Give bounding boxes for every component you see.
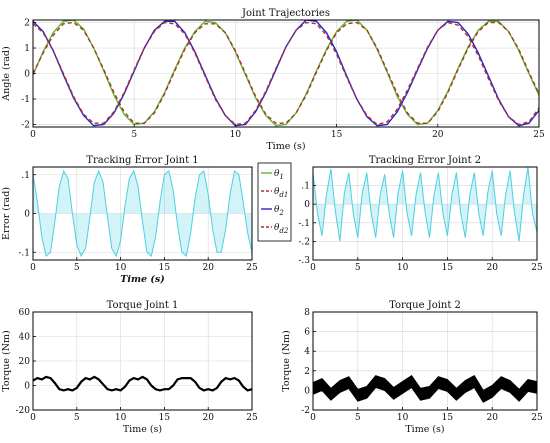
x-tick-label: 10 xyxy=(115,413,127,423)
y-tick-label: 20 xyxy=(19,357,31,367)
y-tick-label: 0 xyxy=(24,210,30,220)
y-axis-label: Angle (rad) xyxy=(1,46,12,101)
x-tick-label: 0 xyxy=(310,263,316,273)
x-axis-label: Time (s) xyxy=(120,274,164,285)
y-tick-label: .1 xyxy=(21,171,30,181)
x-tick-label: 25 xyxy=(531,413,543,423)
y-tick-label: .1 xyxy=(301,182,310,192)
x-tick-label: 10 xyxy=(397,413,409,423)
x-axis-label: Time (s) xyxy=(266,141,305,152)
series-line-1 xyxy=(33,21,539,124)
x-tick-label: 0 xyxy=(30,263,36,273)
chart-title: Tracking Error Joint 2 xyxy=(369,155,481,166)
series-line xyxy=(313,167,537,242)
y-tick-label: 0 xyxy=(304,386,310,396)
y-axis-label: Error (rad) xyxy=(1,187,12,240)
x-tick-label: 0 xyxy=(30,413,36,423)
y-axis-label: Torque (Nm) xyxy=(1,330,12,391)
y-tick-label: -2 xyxy=(301,406,310,416)
legend-label: θ1 xyxy=(274,169,284,181)
series-line-3 xyxy=(33,21,539,126)
y-tick-label: -.3 xyxy=(298,256,310,266)
y-tick-label: 8 xyxy=(304,308,310,318)
legend-box xyxy=(257,162,292,242)
y-tick-label: 0 xyxy=(24,382,30,392)
x-tick-label: 25 xyxy=(246,413,258,423)
x-tick-label: 15 xyxy=(331,130,343,140)
x-tick-label: 25 xyxy=(531,263,543,273)
x-axis-label: Time (s) xyxy=(405,424,444,435)
chart-tracking-error-2: 0 5 10 15 20 25 -.3 -.2 -.1 0 .1 Tracking Error Joi… xyxy=(281,155,543,273)
x-tick-label: 5 xyxy=(131,130,137,140)
x-tick-label: 5 xyxy=(74,413,80,423)
y-tick-label: 2 xyxy=(304,367,310,377)
x-tick-label: 5 xyxy=(355,413,361,423)
y-axis-label: Torque (Nm) xyxy=(281,330,292,391)
y-tick-label: 0 xyxy=(24,70,30,80)
x-tick-label: 5 xyxy=(355,263,361,273)
chart-title: Torque Joint 1 xyxy=(107,300,179,311)
x-tick-label: 10 xyxy=(230,130,242,140)
y-tick-label: 1 xyxy=(24,44,30,54)
chart-title: Joint Trajectories xyxy=(241,8,330,19)
y-tick-label: -.2 xyxy=(298,237,310,247)
chart-joint-trajectories: 0 5 10 15 20 25 -2 -1 0 1 2 Joint Trajectories Time … xyxy=(1,8,545,152)
y-tick-label: -2 xyxy=(21,120,30,130)
x-tick-label: 15 xyxy=(442,263,454,273)
series-group xyxy=(33,20,539,127)
series-line xyxy=(33,169,252,258)
x-tick-label: 25 xyxy=(246,263,258,273)
y-tick-label: -.1 xyxy=(298,219,310,229)
y-tick-label: 0 xyxy=(304,200,310,210)
series-group xyxy=(33,169,252,258)
x-tick-label: 20 xyxy=(486,413,498,423)
chart-title: Tracking Error Joint 1 xyxy=(86,155,198,166)
series-group xyxy=(313,167,537,242)
x-tick-label: 0 xyxy=(30,130,36,140)
axes-frame xyxy=(312,166,538,261)
x-tick-label: 20 xyxy=(202,413,214,423)
series-line-0 xyxy=(33,375,252,392)
x-tick-label: 5 xyxy=(74,263,80,273)
axes-frame xyxy=(312,311,538,411)
y-tick-label: 60 xyxy=(19,308,31,318)
legend: θ1 θd1 θ2 θd2 xyxy=(257,162,292,242)
x-tick-label: 10 xyxy=(397,263,409,273)
x-tick-label: 15 xyxy=(159,263,171,273)
y-tick-label: -1 xyxy=(21,95,30,105)
series-group xyxy=(313,375,537,403)
series-group xyxy=(33,375,252,392)
legend-label: θd1 xyxy=(274,187,288,199)
legend-label: θ2 xyxy=(274,205,284,217)
x-axis-label: Time (s) xyxy=(123,424,162,435)
x-tick-label: 15 xyxy=(442,413,454,423)
x-tick-label: 20 xyxy=(486,263,498,273)
y-tick-label: -.1 xyxy=(18,248,30,258)
x-tick-label: 20 xyxy=(432,130,444,140)
y-tick-label: 40 xyxy=(19,333,31,343)
x-tick-label: 10 xyxy=(115,263,127,273)
x-tick-label: 25 xyxy=(533,130,545,140)
torque-band xyxy=(313,375,537,403)
y-tick-label: 2 xyxy=(24,19,30,29)
error-fill xyxy=(33,170,252,257)
y-tick-label: 6 xyxy=(304,328,310,338)
chart-title: Torque Joint 2 xyxy=(389,300,461,311)
legend-label: θd2 xyxy=(274,223,289,235)
x-tick-label: 20 xyxy=(202,263,214,273)
x-tick-label: 0 xyxy=(310,413,316,423)
y-tick-label: -20 xyxy=(16,406,31,416)
x-tick-label: 15 xyxy=(159,413,171,423)
y-tick-label: 4 xyxy=(304,347,310,357)
